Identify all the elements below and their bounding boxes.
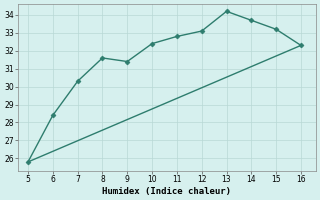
X-axis label: Humidex (Indice chaleur): Humidex (Indice chaleur) xyxy=(102,187,231,196)
